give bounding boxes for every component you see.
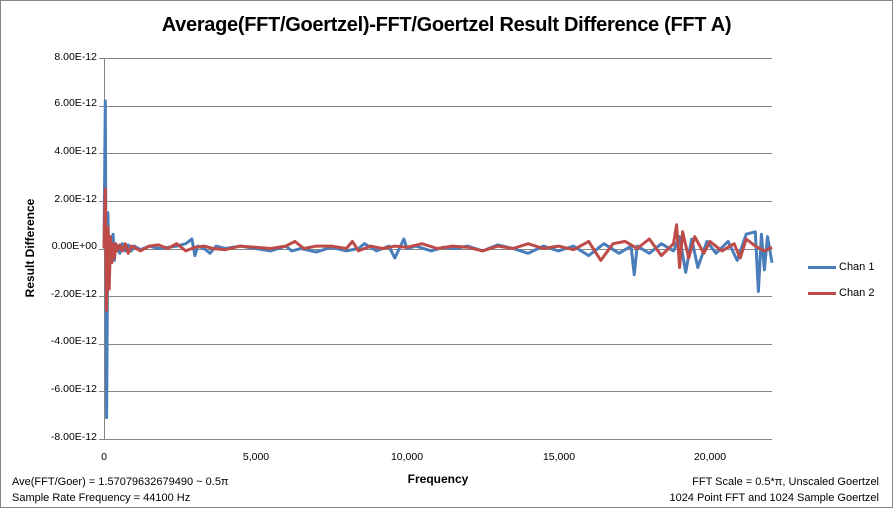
note-fft-size: 1024 Point FFT and 1024 Sample Goertzel	[669, 492, 879, 504]
series-line-chan-1	[102, 99, 774, 420]
y-tick-2: 4.00E-12	[54, 145, 97, 157]
note-average-ratio: Ave(FFT/Goer) = 1.57079632679490 ~ 0.5π	[12, 476, 229, 488]
y-tick-0: 8.00E-12	[54, 51, 97, 63]
y-tick-4: 0.00E+00	[51, 240, 97, 252]
y-tick-3: 2.00E-12	[54, 193, 97, 205]
x-tick-4: 20,000	[693, 451, 727, 463]
legend-label: Chan 2	[839, 287, 875, 299]
legend-swatch-chan-1	[808, 265, 836, 269]
x-tick-2: 10,000	[390, 451, 424, 463]
legend: Chan 1 Chan 2	[808, 256, 874, 308]
series-line-chan-2	[102, 187, 773, 312]
note-fft-scale: FFT Scale = 0.5*π, Unscaled Goertzel	[692, 476, 879, 488]
y-tick-7: -6.00E-12	[50, 383, 97, 395]
legend-item-chan-2: Chan 2	[808, 278, 874, 308]
x-tick-3: 15,000	[542, 451, 576, 463]
x-tick-1: 5,000	[242, 451, 270, 463]
legend-item-chan-1: Chan 1	[808, 252, 874, 282]
y-tick-1: 6.00E-12	[54, 97, 97, 109]
x-tick-0: 0	[101, 451, 107, 463]
y-tick-8: -8.00E-12	[50, 431, 97, 443]
y-axis-label: Result Difference	[23, 198, 37, 298]
chart-title: Average(FFT/Goertzel)-FFT/Goertzel Resul…	[161, 14, 732, 36]
note-sample-rate: Sample Rate Frequency = 44100 Hz	[12, 492, 191, 504]
legend-label: Chan 1	[839, 261, 875, 273]
y-tick-6: -4.00E-12	[50, 335, 97, 347]
legend-swatch-chan-2	[808, 291, 836, 295]
y-tick-5: -2.00E-12	[50, 288, 97, 300]
x-axis-label: Frequency	[407, 472, 469, 486]
